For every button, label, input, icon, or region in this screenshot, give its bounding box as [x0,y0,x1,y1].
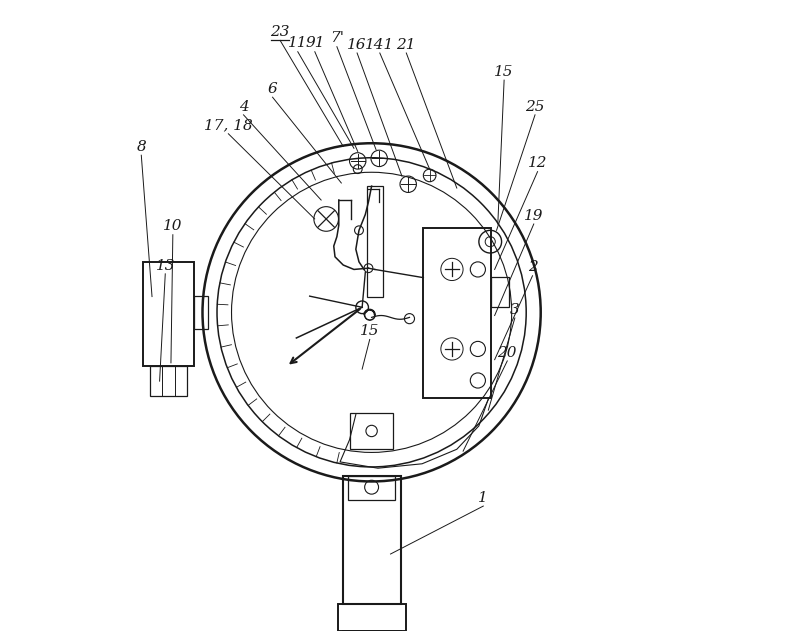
Text: 8: 8 [137,140,146,154]
Bar [194,296,208,329]
Text: 16: 16 [347,38,367,52]
Text: 23: 23 [270,25,290,39]
Bar [342,476,401,604]
Bar [423,228,491,398]
Text: 4: 4 [238,100,248,114]
Bar [338,604,406,631]
Text: 2: 2 [528,261,538,274]
Text: 1: 1 [478,491,488,505]
Text: 13: 13 [155,259,175,273]
Bar [142,262,194,366]
Bar [348,476,395,500]
Text: 25: 25 [526,100,545,114]
Text: 21: 21 [397,38,416,52]
Text: 10: 10 [163,220,182,233]
Text: 20: 20 [498,346,517,360]
Text: 11: 11 [288,37,307,50]
Text: 91: 91 [305,37,325,50]
Text: 6: 6 [268,82,278,96]
Text: 15: 15 [360,324,379,338]
Text: 3: 3 [510,303,520,317]
Text: 17, 18: 17, 18 [204,119,253,133]
Text: 19: 19 [524,209,543,223]
Bar [491,277,509,307]
Text: 7': 7' [330,32,344,45]
Bar [350,413,393,449]
Text: 141: 141 [365,38,394,52]
Bar [150,366,186,396]
Bar [367,186,382,297]
Text: 12: 12 [528,156,547,170]
Text: 15: 15 [494,65,514,79]
